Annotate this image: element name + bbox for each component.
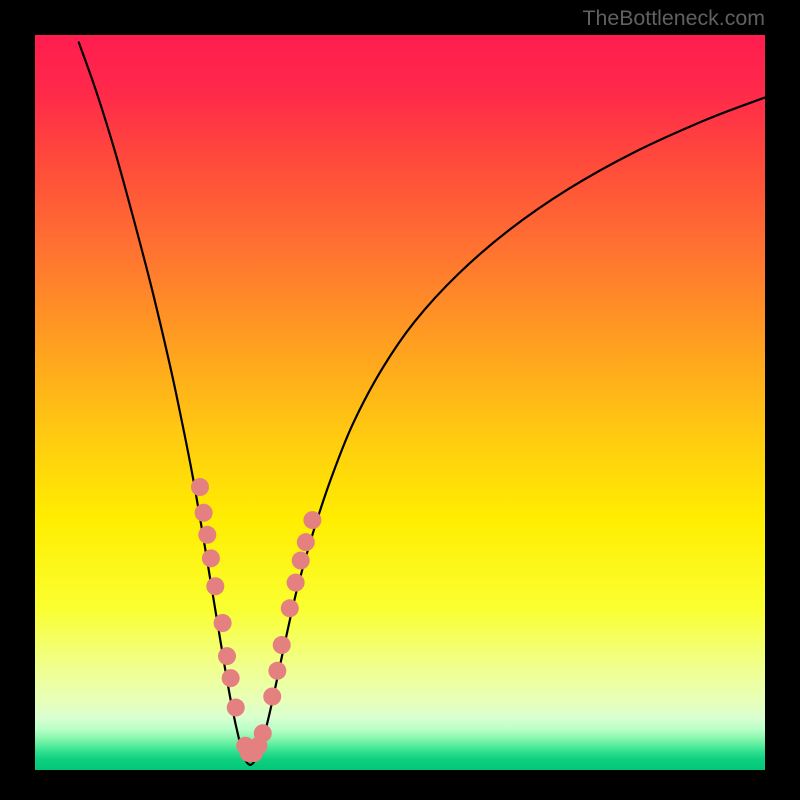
marker-dot [263,688,281,706]
marker-dot [195,504,213,522]
marker-dot [303,511,321,529]
marker-dot [191,478,209,496]
scatter-markers [191,478,321,762]
bottleneck-chart: TheBottleneck.com [0,0,800,800]
marker-dot [268,662,286,680]
marker-dot [287,574,305,592]
marker-dot [198,526,216,544]
marker-dot [297,533,315,551]
marker-dot [254,724,272,742]
marker-dot [292,552,310,570]
bottleneck-curve [79,42,765,765]
marker-dot [281,599,299,617]
watermark-text: TheBottleneck.com [582,6,765,31]
curve-layer [35,35,765,770]
marker-dot [202,549,220,567]
marker-dot [273,636,291,654]
marker-dot [214,614,232,632]
marker-dot [206,577,224,595]
marker-dot [222,669,240,687]
marker-dot [227,699,245,717]
marker-dot [218,647,236,665]
